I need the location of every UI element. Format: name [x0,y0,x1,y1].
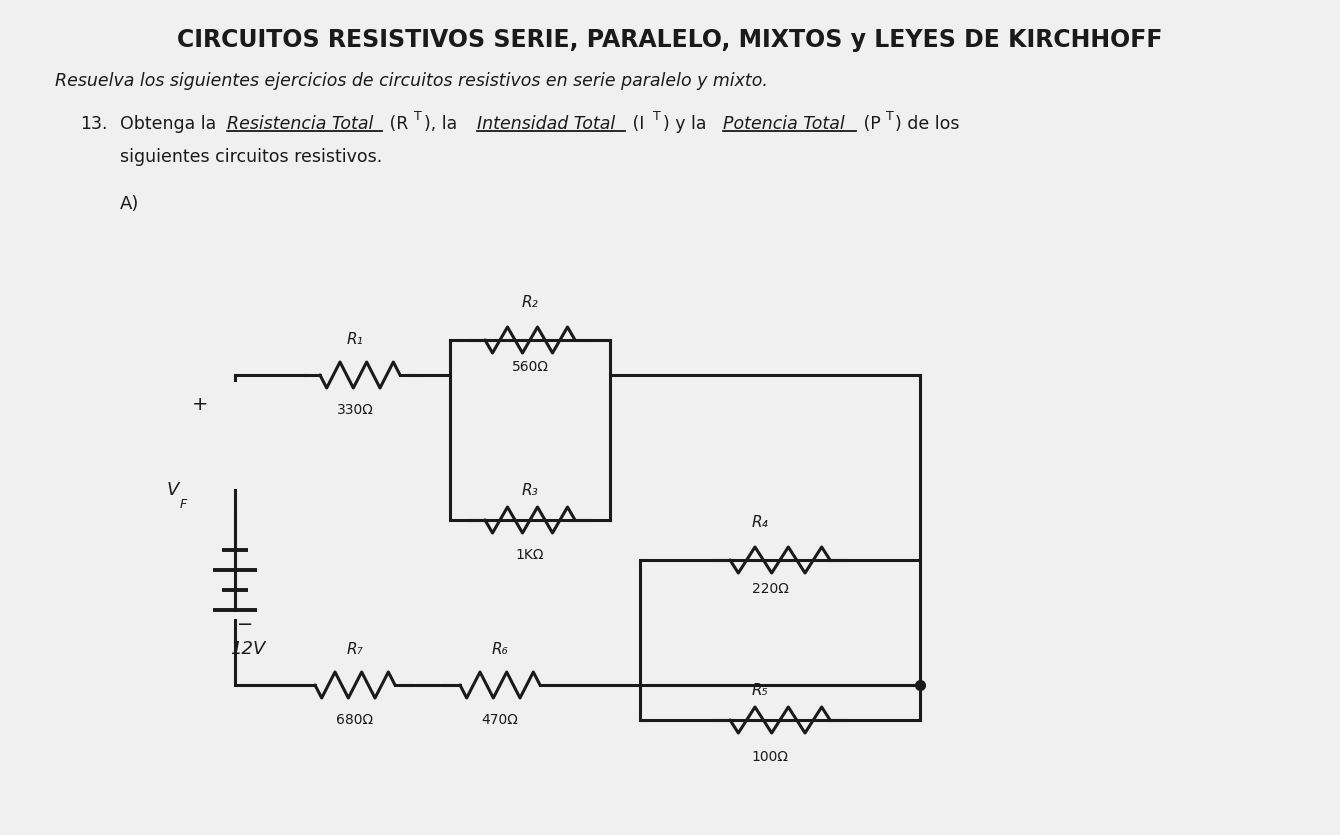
Text: Resistencia Total: Resistencia Total [226,115,374,133]
Text: 220Ω: 220Ω [752,582,788,596]
Text: 680Ω: 680Ω [336,713,374,727]
Text: ) de los: ) de los [895,115,959,133]
Text: R₆: R₆ [492,642,508,657]
Text: siguientes circuitos resistivos.: siguientes circuitos resistivos. [121,148,382,166]
Text: 330Ω: 330Ω [336,403,374,417]
Text: ) y la: ) y la [663,115,712,133]
Text: 470Ω: 470Ω [481,713,519,727]
Text: 1KΩ: 1KΩ [516,548,544,562]
Text: (P: (P [858,115,880,133]
Text: ), la: ), la [423,115,462,133]
Text: F: F [180,498,188,512]
Text: R₁: R₁ [347,332,363,347]
Text: CIRCUITOS RESISTIVOS SERIE, PARALELO, MIXTOS y LEYES DE KIRCHHOFF: CIRCUITOS RESISTIVOS SERIE, PARALELO, MI… [177,28,1163,52]
Text: (I: (I [627,115,645,133]
Text: R₂: R₂ [521,295,539,310]
Text: T: T [414,110,422,123]
Text: A): A) [121,195,139,213]
Text: R₇: R₇ [347,642,363,657]
Text: Resuelva los siguientes ejercicios de circuitos resistivos en serie paralelo y m: Resuelva los siguientes ejercicios de ci… [55,72,768,90]
Text: 13.: 13. [80,115,107,133]
Text: Obtenga la: Obtenga la [121,115,221,133]
Text: +: + [192,396,208,414]
Text: Intensidad Total: Intensidad Total [477,115,615,133]
Text: 12V: 12V [230,640,265,658]
Text: V: V [168,481,180,499]
Text: T: T [653,110,661,123]
Text: R₃: R₃ [521,483,539,498]
Text: Potencia Total: Potencia Total [724,115,844,133]
Text: R₄: R₄ [752,515,768,530]
Text: 100Ω: 100Ω [752,750,788,764]
Text: 560Ω: 560Ω [512,360,548,374]
Text: R₅: R₅ [752,683,768,698]
Text: (R: (R [385,115,409,133]
Text: T: T [886,110,894,123]
Text: −: − [237,615,253,634]
